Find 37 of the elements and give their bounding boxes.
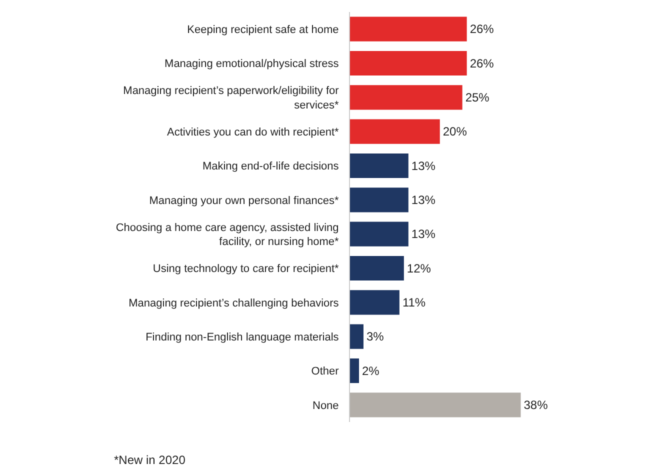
y-tick-label: Using technology to care for recipient*	[152, 263, 340, 276]
bar	[350, 324, 364, 349]
bar	[350, 188, 408, 212]
data-label: 13%	[411, 192, 436, 207]
bar	[350, 16, 467, 42]
bar	[350, 50, 467, 76]
data-label: 13%	[411, 158, 436, 173]
y-tick-label: Other	[311, 366, 340, 378]
y-tick-label: Making end-of-life decisions	[202, 160, 340, 173]
y-tick-label: Managing your own personal finances*	[149, 194, 340, 207]
data-label: 20%	[442, 124, 468, 139]
data-label: 13%	[411, 227, 436, 242]
bar	[350, 358, 359, 384]
bar	[350, 256, 404, 281]
y-tick-label: Managing recipient’s challenging behaviors	[128, 297, 340, 310]
text: *New in 2020	[114, 453, 186, 467]
bar	[350, 85, 462, 110]
data-label: 25%	[465, 90, 490, 104]
y-tick-label: Finding non-English language materials	[146, 331, 340, 344]
data-label: 12%	[406, 261, 432, 276]
data-label: 11%	[402, 295, 426, 310]
bar	[350, 290, 400, 315]
y-tick-label: Managing emotional/physical stress	[164, 58, 340, 70]
data-label: 26%	[470, 56, 494, 70]
bar	[350, 119, 440, 144]
y-tick-label: Managing recipient’s paperwork/eligibility for services*	[123, 85, 340, 112]
data-label: 2%	[362, 364, 380, 378]
y-tick-label: Choosing a home care agency, assisted living facility, or nursing home*	[116, 222, 340, 248]
bar	[350, 222, 408, 246]
y-tick-label: Activities you can do with recipient*	[166, 126, 340, 138]
y-tick-label: None	[312, 400, 339, 412]
y-tick-label: Keeping recipient safe at home	[187, 24, 339, 36]
data-label: 3%	[366, 330, 384, 344]
bar	[350, 392, 521, 418]
bar	[350, 153, 408, 178]
data-label: 26%	[470, 22, 494, 36]
data-label: 38%	[524, 398, 548, 412]
